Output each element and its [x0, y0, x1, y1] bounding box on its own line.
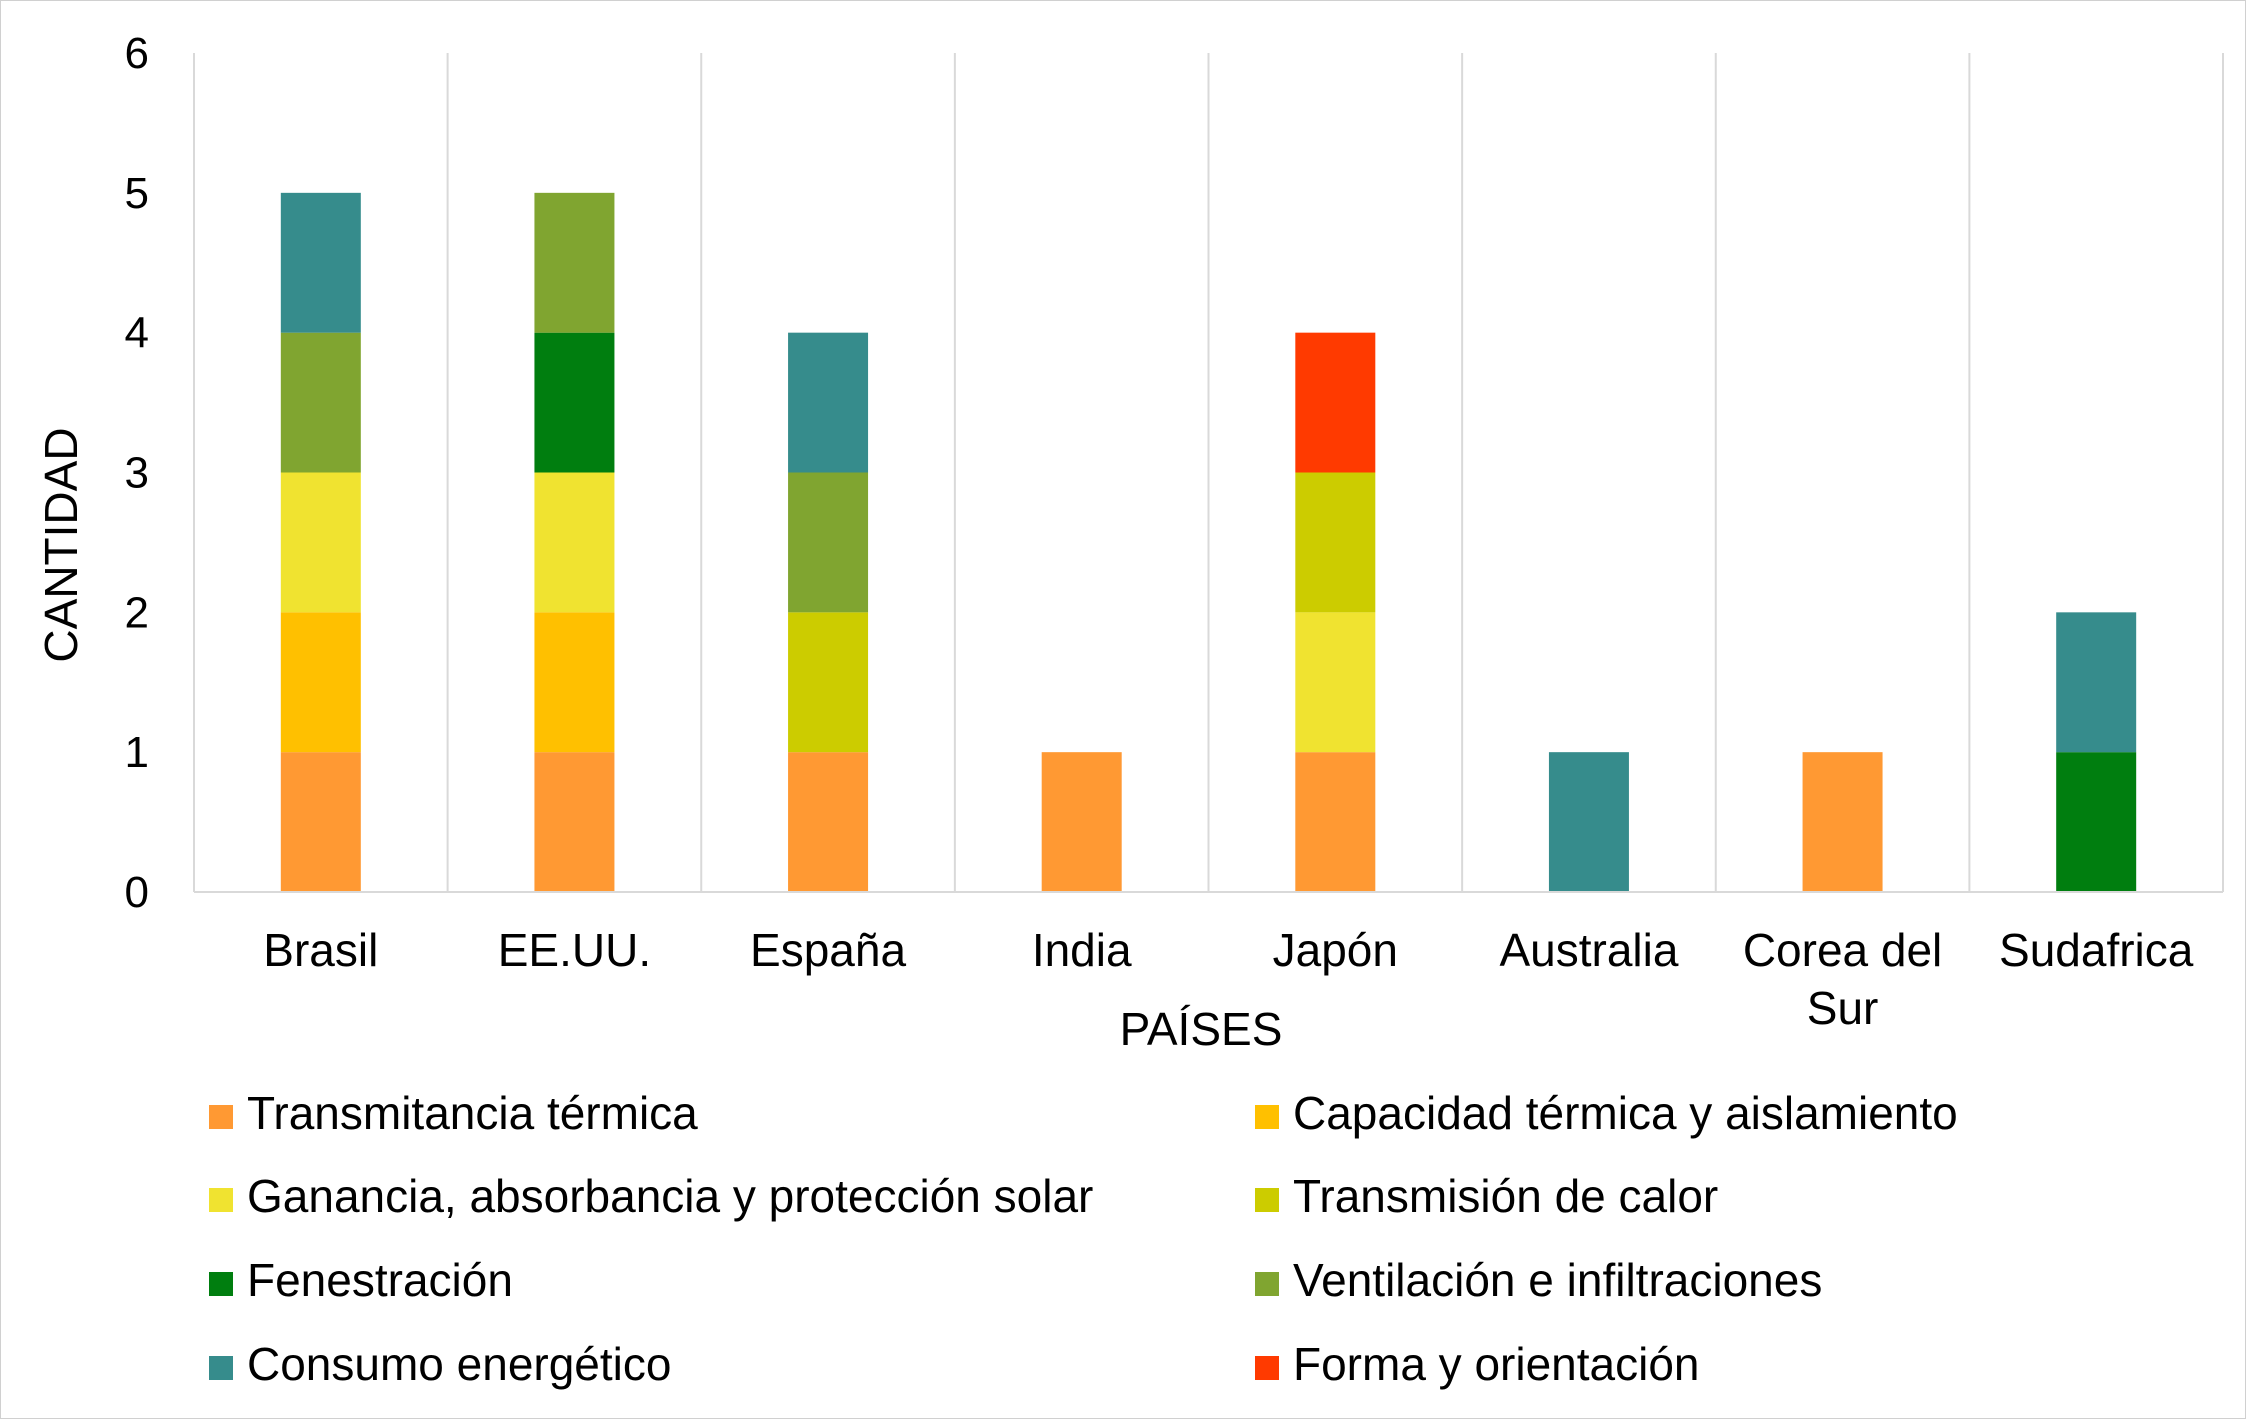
legend-swatch: [209, 1105, 233, 1129]
legend-label: Ventilación e infiltraciones: [1293, 1254, 1822, 1306]
bar-segment: [788, 612, 869, 753]
bar-segment: [1802, 752, 1883, 892]
legend-swatch: [209, 1356, 233, 1380]
y-tick-label: 6: [125, 29, 149, 78]
y-tick-label: 5: [125, 169, 149, 218]
legend-label: Transmisión de calor: [1293, 1170, 1718, 1222]
grid-layer: [193, 53, 2224, 892]
bar-segment: [280, 192, 361, 333]
bar-segment: [788, 752, 869, 892]
legend-swatch: [1255, 1272, 1279, 1296]
bar-segment: [280, 332, 361, 473]
legend-label: Fenestración: [247, 1254, 513, 1306]
bar-segment: [534, 192, 615, 333]
legend-label: Transmitancia térmica: [247, 1087, 698, 1139]
x-tick-label: Sudafrica: [1999, 924, 2194, 976]
bar-segment: [788, 332, 869, 473]
x-tick-label: EE.UU.: [498, 924, 651, 976]
bar-segment: [2056, 612, 2137, 753]
x-axis-title: PAÍSES: [1120, 1003, 1283, 1055]
bars-layer: [280, 192, 2137, 892]
bar-segment: [1295, 612, 1376, 753]
x-tick-label: Japón: [1273, 924, 1398, 976]
bar-segment: [280, 612, 361, 753]
x-tick-label: India: [1032, 924, 1132, 976]
legend-swatch: [209, 1188, 233, 1212]
legend-label: Ganancia, absorbancia y protección solar: [247, 1170, 1093, 1222]
axes-layer: 0 1 2 3 4 5 6 Brasil EE.UU. España India Japón Austr…: [125, 29, 2223, 1034]
legend-label: Capacidad térmica y aislamiento: [1293, 1087, 1958, 1139]
legend-label: Forma y orientación: [1293, 1338, 1700, 1390]
bar-segment: [1295, 472, 1376, 613]
bar-segment: [280, 472, 361, 613]
legend-swatch: [209, 1272, 233, 1296]
y-tick-label: 3: [125, 449, 149, 498]
bar-segment: [1295, 332, 1376, 473]
legend-label: Consumo energético: [247, 1338, 671, 1390]
x-tick-label: Brasil: [263, 924, 378, 976]
bar-segment: [2056, 752, 2137, 892]
y-tick-label: 2: [125, 588, 149, 637]
x-tick-label: Australia: [1499, 924, 1678, 976]
legend-swatch: [1255, 1356, 1279, 1380]
y-axis-title: CANTIDAD: [35, 427, 87, 662]
bar-segment: [534, 472, 615, 613]
legend: Transmitancia térmica Capacidad térmica y…: [209, 1087, 1958, 1390]
bar-segment: [280, 752, 361, 892]
y-tick-label: 1: [125, 728, 149, 777]
bar-segment: [534, 332, 615, 473]
bar-segment: [1041, 752, 1122, 892]
bar-segment: [534, 752, 615, 892]
x-tick-label: Corea del: [1743, 924, 1942, 976]
bar-segment: [788, 472, 869, 613]
x-tick-label: España: [750, 924, 906, 976]
legend-swatch: [1255, 1105, 1279, 1129]
legend-swatch: [1255, 1188, 1279, 1212]
y-tick-label: 0: [125, 868, 149, 917]
y-tick-label: 4: [125, 309, 149, 358]
bar-segment: [534, 612, 615, 753]
bar-segment: [1548, 752, 1629, 892]
x-tick-label: Sur: [1807, 982, 1879, 1034]
bar-segment: [1295, 752, 1376, 892]
